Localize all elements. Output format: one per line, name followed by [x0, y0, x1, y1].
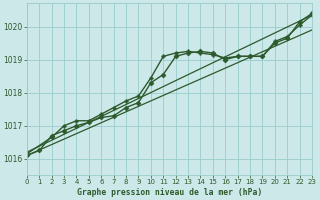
X-axis label: Graphe pression niveau de la mer (hPa): Graphe pression niveau de la mer (hPa) [77, 188, 262, 197]
